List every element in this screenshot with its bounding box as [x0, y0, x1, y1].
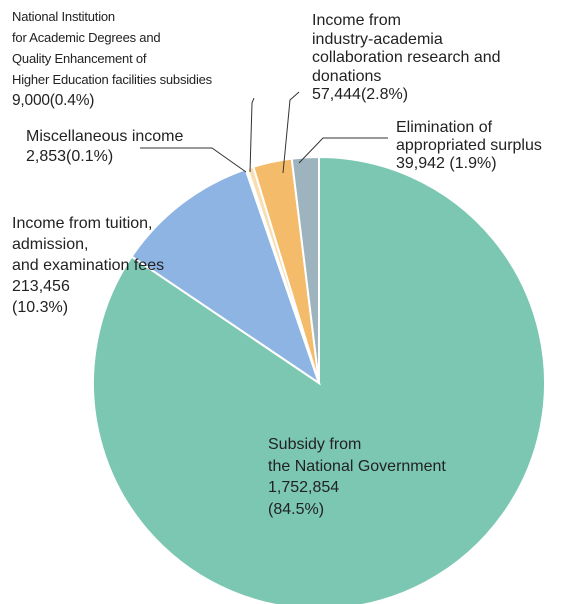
label-industry-line-1: Income from — [312, 12, 401, 29]
label-tuition: Income from tuition, admission, and exam… — [12, 213, 164, 318]
label-niad-line-1: National Institution — [12, 9, 115, 24]
value-niad-number: 9,000 — [12, 92, 50, 109]
value-surplus: 39,942 (1.9%) — [396, 155, 542, 173]
label-subsidy-line-2: the National Government — [268, 457, 446, 475]
label-industry-line-2: industry-academia — [312, 30, 443, 48]
percent-niad: (0.4%) — [49, 92, 95, 109]
label-misc-line-1: Miscellaneous income — [26, 128, 184, 145]
label-subsidy-line-1: Subsidy from — [268, 436, 362, 453]
label-niad-line-3: Quality Enhancement of — [12, 51, 147, 66]
value-misc: 2,853(0.1%) — [26, 147, 183, 167]
label-niad-line-2: for Academic Degrees and — [12, 30, 161, 45]
leader-line-niad — [249, 97, 255, 173]
slice-surplus — [290, 155, 320, 384]
value-industry-number: 57,444 — [312, 86, 361, 103]
leader-line-industry — [282, 91, 300, 174]
value-tuition: 213,456 — [12, 278, 70, 295]
value-surplus-number: 39,942 — [396, 155, 445, 172]
label-industry-line-3: collaboration research and — [312, 49, 501, 66]
percent-misc: (0.1%) — [66, 148, 114, 165]
slice-tuition — [130, 167, 321, 386]
percent-surplus-text: (1.9%) — [449, 155, 497, 172]
label-niad-line-4: Higher Education facilities subsidies — [12, 72, 212, 87]
value-subsidy: 1,752,854 — [268, 479, 340, 496]
label-surplus-line-2: appropriated surplus — [396, 137, 542, 154]
percent-tuition: (10.3%) — [12, 299, 69, 316]
label-niad: National Institution for Academic Degree… — [12, 6, 212, 111]
label-surplus: Elimination of appropriated surplus 39,9… — [396, 119, 542, 173]
value-industry: 57,444(2.8%) — [312, 86, 501, 105]
leader-line-misc — [140, 147, 247, 173]
label-tuition-line-2: admission, — [12, 236, 89, 253]
percent-industry: (2.8%) — [360, 86, 409, 103]
label-industry: Income from industry-academia collaborat… — [312, 12, 501, 105]
label-tuition-line-3: and examination fees — [12, 257, 165, 274]
percent-subsidy: (84.5%) — [268, 500, 325, 518]
label-industry-line-4: donations — [312, 67, 382, 85]
value-niad: 9,000(0.4%) — [12, 90, 212, 111]
label-misc: Miscellaneous income 2,853(0.1%) — [26, 127, 183, 167]
value-misc-number: 2,853 — [26, 148, 67, 165]
label-surplus-line-1: Elimination of — [396, 119, 493, 136]
slice-subsidy — [92, 155, 546, 604]
label-subsidy: Subsidy from the National Government 1,7… — [268, 434, 446, 520]
label-tuition-line-1: Income from tuition, — [12, 215, 153, 232]
leader-line-surplus — [298, 137, 388, 164]
